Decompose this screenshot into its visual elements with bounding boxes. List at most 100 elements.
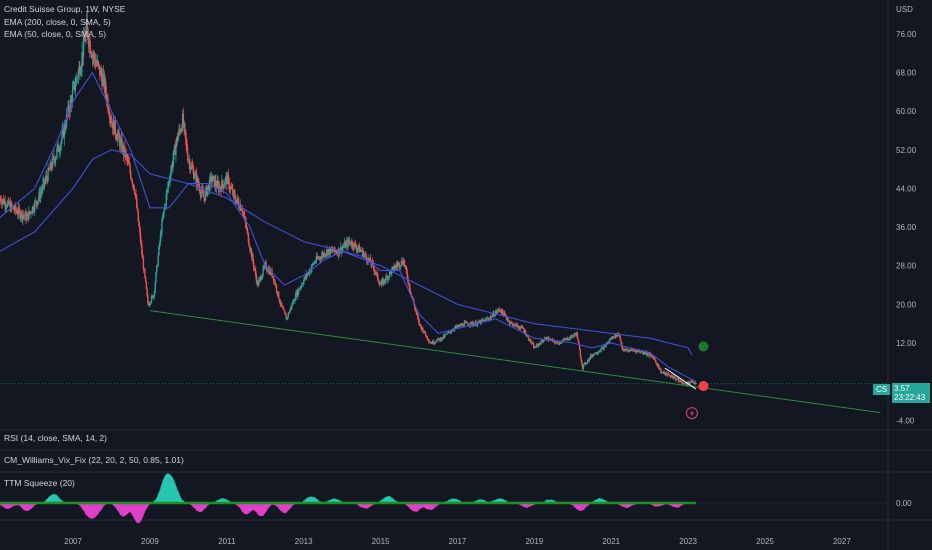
candle-body [75,78,77,86]
y-tick-label: -4.00 [896,416,915,425]
candle-body [54,160,56,163]
candle-body [537,344,539,346]
candle-body [565,338,567,340]
candle-body [382,279,384,285]
candle-body [383,279,386,282]
candle-body [583,363,585,366]
candle-body [25,212,27,221]
candle-body [683,383,685,384]
candle-body [3,201,6,205]
candle-body [655,360,657,363]
candle-body [694,383,696,385]
candle-body [377,279,380,283]
candle-body [340,246,343,253]
candle-body [445,334,448,335]
candle-body [314,261,317,263]
candle-body [487,318,490,320]
candle-body [59,144,62,151]
candle-body [453,329,455,331]
candle-body [669,376,672,377]
candle-body [530,339,532,343]
candle-body [572,335,575,337]
candle-body [162,212,165,218]
candle-body [406,272,409,279]
candle-body [619,336,621,340]
candle-body [478,321,480,323]
candle-body [257,281,259,286]
candle-body [373,267,375,272]
candle-body [283,309,285,311]
candle-body [133,189,136,194]
vix-fix-pane-label[interactable]: CM_Williams_Vix_Fix (22, 20, 2, 50, 0.85… [4,455,184,465]
candle-body [646,352,648,355]
candle-body [664,372,667,375]
candle-body [584,362,587,365]
candle-body [272,275,274,277]
candle-body [113,119,115,134]
symbol-badge: CS [873,384,891,395]
candle-body [592,355,594,357]
candle-body [65,114,68,128]
ttm-squeeze-pane-label[interactable]: TTM Squeeze (20) [4,478,75,488]
candle-body [234,194,236,201]
candle-body [521,325,523,327]
candle-body [60,140,63,145]
ema-50-line [0,71,697,383]
indicator-ema50-label[interactable]: EMA (50, close, 0, SMA, 5) [4,29,107,39]
candle-body [177,135,179,142]
candle-body [173,145,176,151]
candle-body [371,261,374,263]
candle-body [284,312,287,315]
candle-body [607,341,610,343]
candle-body [141,244,143,255]
candle-body [73,81,76,91]
rsi-pane-label[interactable]: RSI (14, close, SMA, 14, 2) [4,433,107,443]
candle-body [550,339,553,341]
candle-body [357,245,360,249]
candle-body [59,150,61,152]
candle-body [273,280,275,281]
candle-body [460,324,462,326]
candle-body [569,336,571,340]
candle-body [165,194,168,205]
candle-body [555,341,558,343]
candle-body [241,210,243,211]
candle-body [54,158,57,163]
candle-body [217,181,219,185]
candle-body [150,301,152,304]
candle-body [476,322,479,326]
candle-body [497,308,499,311]
candle-body [64,125,66,129]
candle-body [684,382,686,384]
indicator-ema200-label[interactable]: EMA (200, close, 0, SMA, 5) [4,17,111,27]
candle-body [366,261,369,263]
candle-body [638,350,640,352]
candle-body [42,183,44,190]
candle-body [570,334,573,339]
candle-body [399,266,401,268]
candle-body [577,338,579,341]
candle-body [300,286,302,288]
support-trendline [149,310,881,414]
candle-body [327,250,329,256]
candle-body [322,253,324,257]
candle-body [540,340,542,345]
candle-body [666,372,668,376]
candle-body [644,353,647,355]
candle-body [414,304,416,309]
candle-body [106,97,108,101]
candle-body [582,365,584,369]
candle-body [489,317,491,320]
candle-body [245,222,247,229]
candle-body [99,65,101,76]
candle-body [96,63,98,65]
candle-body [277,291,279,295]
candle-body [317,257,320,259]
candle-body [260,276,262,280]
candle-body [184,123,186,130]
candle-body [445,334,447,335]
candle-body [473,324,476,326]
candle-body [504,314,507,316]
candle-body [432,340,434,344]
